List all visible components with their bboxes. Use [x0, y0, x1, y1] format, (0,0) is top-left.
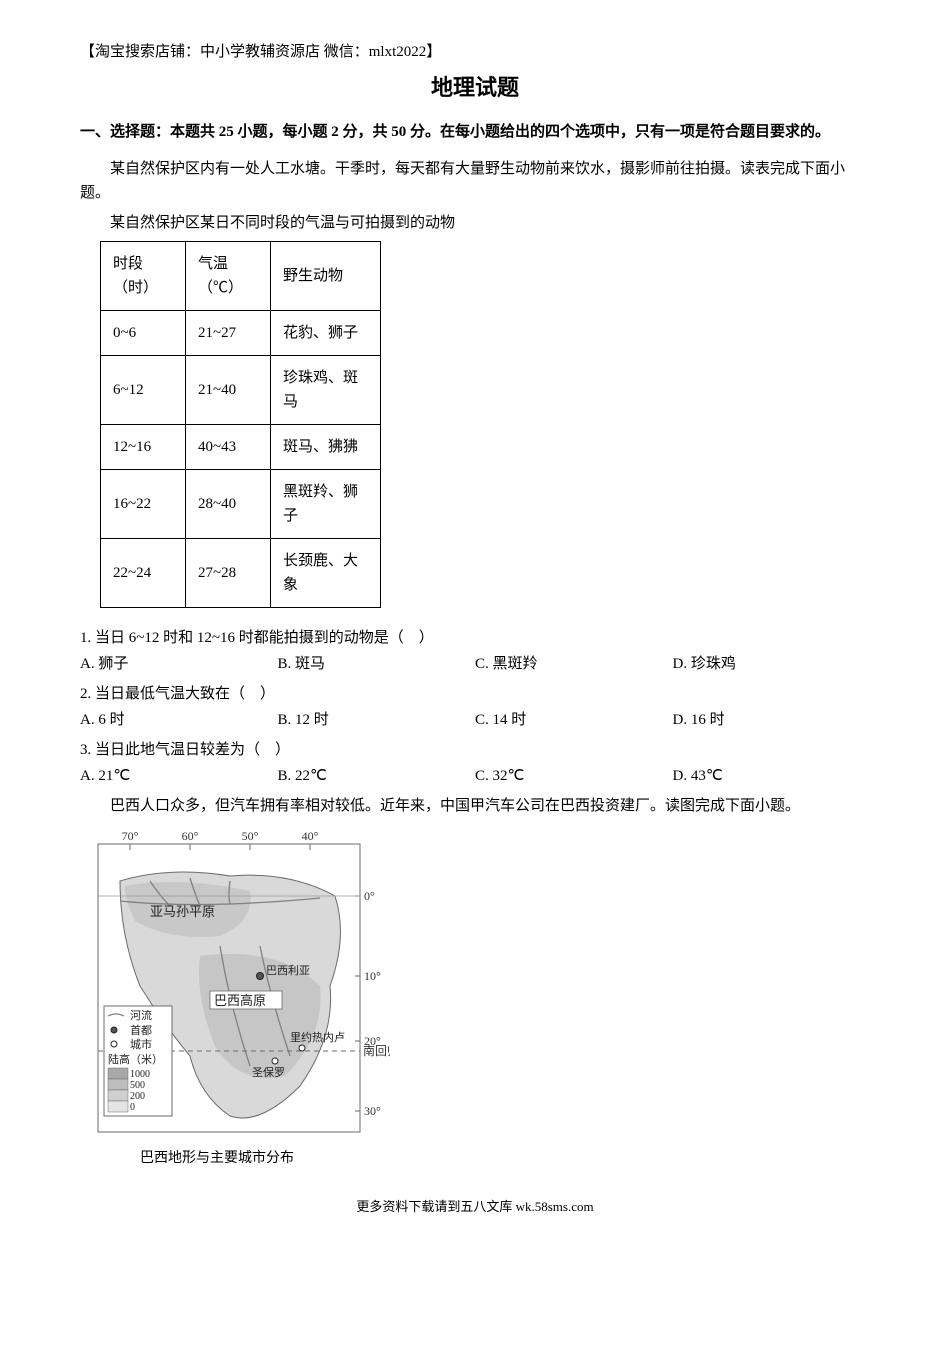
legend-band: [108, 1090, 128, 1101]
question-2-stem: 2. 当日最低气温大致在（ ）: [80, 682, 870, 706]
capital-marker: [257, 973, 264, 980]
table-header-cell: 气温（℃）: [186, 242, 271, 311]
legend-band-label: 1000: [130, 1069, 150, 1080]
lat-label: 30°: [364, 1104, 381, 1118]
legend-capital-icon: [111, 1027, 117, 1033]
legend-elev-title: 陆高（米）: [108, 1052, 163, 1066]
lon-label: 60°: [182, 829, 199, 843]
label-capital: 巴西利亚: [266, 964, 310, 977]
table-cell: 黑斑羚、狮子: [271, 470, 381, 539]
legend-band-label: 500: [130, 1080, 145, 1091]
question-3-stem: 3. 当日此地气温日较差为（ ）: [80, 738, 870, 762]
legend-band-label: 0: [130, 1102, 135, 1113]
label-sp: 圣保罗: [252, 1065, 285, 1079]
passage-1: 某自然保护区内有一处人工水塘。干季时，每天都有大量野生动物前来饮水，摄影师前往拍…: [80, 157, 870, 205]
table-cell: 长颈鹿、大象: [271, 539, 381, 608]
option-c: C. 32℃: [475, 764, 673, 788]
table-cell: 40~43: [186, 425, 271, 470]
option-a: A. 21℃: [80, 764, 278, 788]
table-cell: 0~6: [101, 311, 186, 356]
table-cell: 6~12: [101, 356, 186, 425]
option-b: B. 斑马: [278, 652, 476, 676]
legend-city-icon: [111, 1041, 117, 1047]
passage-2: 巴西人口众多，但汽车拥有率相对较低。近年来，中国甲汽车公司在巴西投资建厂。读图完…: [80, 794, 870, 818]
city-marker-sp: [272, 1058, 278, 1064]
map-svg: 70°60°50°40° 0°10°20°30° 南回归线 亚马孙平原 巴西高原…: [80, 826, 390, 1146]
option-b: B. 22℃: [278, 764, 476, 788]
table-cell: 16~22: [101, 470, 186, 539]
lon-label: 50°: [242, 829, 259, 843]
question-3-options: A. 21℃ B. 22℃ C. 32℃ D. 43℃: [80, 764, 870, 788]
table-cell: 花豹、狮子: [271, 311, 381, 356]
animal-table: 时段（时） 气温（℃） 野生动物 0~6 21~27 花豹、狮子 6~12 21…: [100, 241, 381, 608]
lon-label: 40°: [302, 829, 319, 843]
page-title: 地理试题: [80, 70, 870, 105]
table-cell: 斑马、狒狒: [271, 425, 381, 470]
option-c: C. 黑斑羚: [475, 652, 673, 676]
option-a: A. 狮子: [80, 652, 278, 676]
legend-city-label: 城市: [130, 1037, 152, 1051]
legend-band-label: 200: [130, 1091, 145, 1102]
legend-capital-label: 首都: [130, 1023, 152, 1037]
option-c: C. 14 时: [475, 708, 673, 732]
option-b: B. 12 时: [278, 708, 476, 732]
label-amazon: 亚马孙平原: [150, 904, 215, 919]
option-d: D. 43℃: [673, 764, 871, 788]
table-cell: 28~40: [186, 470, 271, 539]
table-header-cell: 时段（时）: [101, 242, 186, 311]
page-footer: 更多资料下载请到五八文库 wk.58sms.com: [80, 1197, 870, 1218]
question-1-options: A. 狮子 B. 斑马 C. 黑斑羚 D. 珍珠鸡: [80, 652, 870, 676]
city-marker-rio: [299, 1045, 305, 1051]
option-a: A. 6 时: [80, 708, 278, 732]
legend-band: [108, 1079, 128, 1090]
lon-label: 70°: [122, 829, 139, 843]
table-cell: 12~16: [101, 425, 186, 470]
option-d: D. 16 时: [673, 708, 871, 732]
table-cell: 27~28: [186, 539, 271, 608]
legend-band: [108, 1068, 128, 1079]
table-cell: 21~27: [186, 311, 271, 356]
option-d: D. 珍珠鸡: [673, 652, 871, 676]
lat-label: 10°: [364, 969, 381, 983]
map-caption: 巴西地形与主要城市分布: [140, 1148, 870, 1170]
table-row: 0~6 21~27 花豹、狮子: [101, 311, 381, 356]
legend-band: [108, 1101, 128, 1112]
table-header-cell: 野生动物: [271, 242, 381, 311]
question-2-options: A. 6 时 B. 12 时 C. 14 时 D. 16 时: [80, 708, 870, 732]
table-row: 6~12 21~40 珍珠鸡、斑马: [101, 356, 381, 425]
table-row: 22~24 27~28 长颈鹿、大象: [101, 539, 381, 608]
label-rio: 里约热内卢: [290, 1030, 345, 1044]
label-plateau: 巴西高原: [214, 993, 266, 1008]
table-cell: 21~40: [186, 356, 271, 425]
table-cell: 22~24: [101, 539, 186, 608]
table-cell: 珍珠鸡、斑马: [271, 356, 381, 425]
table-row: 时段（时） 气温（℃） 野生动物: [101, 242, 381, 311]
table-caption: 某自然保护区某日不同时段的气温与可拍摄到的动物: [80, 211, 870, 235]
header-note: 【淘宝搜索店铺：中小学教辅资源店 微信：mlxt2022】: [80, 40, 870, 64]
tropic-label: 南回归线: [363, 1043, 390, 1058]
legend-river-label: 河流: [130, 1008, 152, 1022]
brazil-map: 70°60°50°40° 0°10°20°30° 南回归线 亚马孙平原 巴西高原…: [80, 826, 870, 1170]
question-1-stem: 1. 当日 6~12 时和 12~16 时都能拍摄到的动物是（ ）: [80, 626, 870, 650]
lat-label: 0°: [364, 889, 375, 903]
section-heading: 一、选择题：本题共 25 小题，每小题 2 分，共 50 分。在每小题给出的四个…: [80, 117, 870, 147]
table-row: 12~16 40~43 斑马、狒狒: [101, 425, 381, 470]
table-row: 16~22 28~40 黑斑羚、狮子: [101, 470, 381, 539]
